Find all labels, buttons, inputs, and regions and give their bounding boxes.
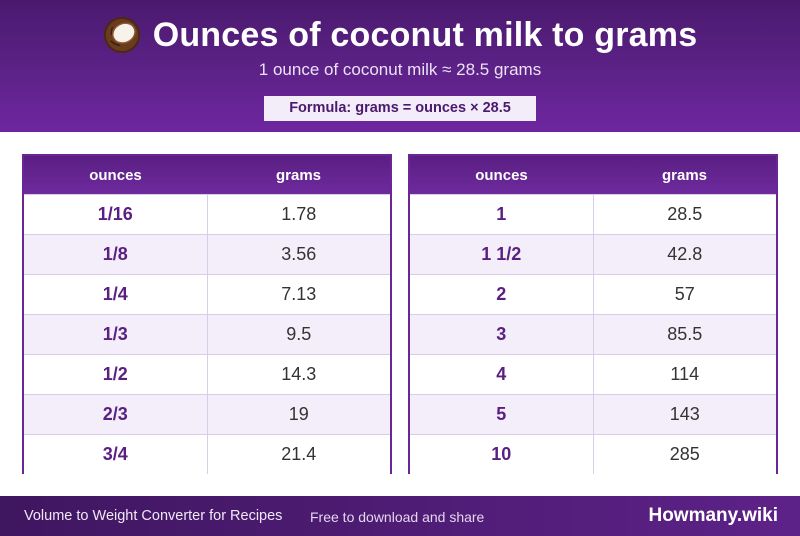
table-row: 1/8 3.56 bbox=[24, 234, 390, 274]
ounces-cell: 2/3 bbox=[24, 395, 208, 434]
ounces-cell: 1 bbox=[410, 195, 594, 234]
table-row: 5 143 bbox=[410, 394, 776, 434]
table-row: 10 285 bbox=[410, 434, 776, 474]
grams-cell: 7.13 bbox=[281, 284, 317, 304]
ounces-cell: 2 bbox=[410, 275, 594, 314]
grams-cell: 85.5 bbox=[667, 324, 703, 344]
brand-logo[interactable]: Howmany.wiki bbox=[648, 505, 778, 526]
page-title: Ounces of coconut milk to grams bbox=[152, 15, 698, 54]
ounces-cell: 1/3 bbox=[24, 315, 208, 354]
table-row: 4 114 bbox=[410, 354, 776, 394]
grams-cell: 19 bbox=[288, 404, 309, 424]
ounces-cell: 3 bbox=[410, 315, 594, 354]
ounces-cell: 10 bbox=[410, 435, 594, 474]
grams-cell: 1.78 bbox=[281, 204, 317, 224]
conversion-table-right: ounces grams 1 28.5 1 1/2 42.8 2 57 3 85… bbox=[408, 154, 778, 474]
grams-cell: 28.5 bbox=[667, 204, 703, 224]
table-row: 1/2 14.3 bbox=[24, 354, 390, 394]
grams-cell: 42.8 bbox=[667, 244, 703, 264]
table-row: 1 28.5 bbox=[410, 194, 776, 234]
table-body: 1/16 1.78 1/8 3.56 1/4 7.13 1/3 9.5 1/2 … bbox=[24, 194, 390, 474]
column-header-ounces: ounces bbox=[89, 166, 142, 184]
grams-cell: 3.56 bbox=[281, 244, 317, 264]
table-row: 1/16 1.78 bbox=[24, 194, 390, 234]
grams-cell: 57 bbox=[674, 284, 695, 304]
column-header-grams: grams bbox=[275, 166, 322, 184]
header-banner: Ounces of coconut milk to grams 1 ounce … bbox=[0, 0, 800, 132]
table-row: 2/3 19 bbox=[24, 394, 390, 434]
grams-cell: 21.4 bbox=[281, 444, 317, 464]
table-row: 2 57 bbox=[410, 274, 776, 314]
ounces-cell: 4 bbox=[410, 355, 594, 394]
formula-badge: Formula: grams = ounces × 28.5 bbox=[264, 96, 536, 121]
table-header: ounces grams bbox=[410, 156, 776, 194]
grams-cell: 14.3 bbox=[281, 364, 317, 384]
table-body: 1 28.5 1 1/2 42.8 2 57 3 85.5 4 114 5 14… bbox=[410, 194, 776, 474]
footer-converter-text: Volume to Weight Converter for Recipes bbox=[24, 508, 283, 524]
table-row: 1 1/2 42.8 bbox=[410, 234, 776, 274]
table-row: 1/3 9.5 bbox=[24, 314, 390, 354]
table-row: 3 85.5 bbox=[410, 314, 776, 354]
grams-cell: 9.5 bbox=[286, 324, 312, 344]
conversion-table-left: ounces grams 1/16 1.78 1/8 3.56 1/4 7.13… bbox=[22, 154, 392, 474]
table-header: ounces grams bbox=[24, 156, 390, 194]
ounces-cell: 1/2 bbox=[24, 355, 208, 394]
grams-cell: 114 bbox=[670, 364, 700, 384]
ounces-cell: 5 bbox=[410, 395, 594, 434]
ounces-cell: 1 1/2 bbox=[410, 235, 594, 274]
footer-share-text: Free to download and share bbox=[310, 509, 485, 525]
column-header-ounces: ounces bbox=[475, 166, 528, 184]
title-row: Ounces of coconut milk to grams bbox=[0, 12, 800, 58]
ounces-cell: 1/8 bbox=[24, 235, 208, 274]
table-row: 3/4 21.4 bbox=[24, 434, 390, 474]
column-header-grams: grams bbox=[661, 166, 708, 184]
coconut-icon bbox=[103, 16, 140, 54]
ounces-cell: 3/4 bbox=[24, 435, 208, 474]
grams-cell: 285 bbox=[669, 444, 700, 464]
ounces-cell: 1/16 bbox=[24, 195, 208, 234]
table-row: 1/4 7.13 bbox=[24, 274, 390, 314]
subtitle: 1 ounce of coconut milk ≈ 28.5 grams bbox=[258, 60, 542, 79]
footer-bar: Volume to Weight Converter for Recipes F… bbox=[0, 496, 800, 536]
ounces-cell: 1/4 bbox=[24, 275, 208, 314]
grams-cell: 143 bbox=[669, 404, 700, 424]
